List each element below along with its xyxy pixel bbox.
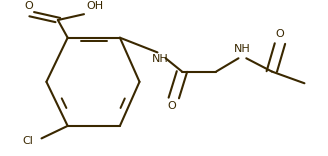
Text: Cl: Cl (23, 136, 33, 146)
Text: O: O (168, 101, 176, 111)
Text: NH: NH (153, 54, 169, 64)
Text: O: O (276, 29, 284, 39)
Text: NH: NH (234, 44, 251, 54)
Text: OH: OH (86, 1, 103, 11)
Text: O: O (25, 1, 33, 11)
